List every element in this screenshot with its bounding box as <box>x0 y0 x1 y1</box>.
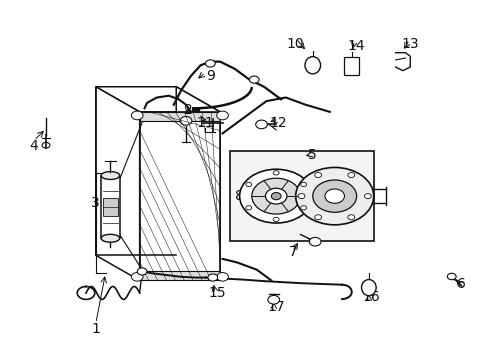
Circle shape <box>309 237 321 246</box>
Text: 2: 2 <box>183 103 192 117</box>
Text: 3: 3 <box>91 196 100 210</box>
Circle shape <box>205 60 215 67</box>
Circle shape <box>42 142 50 148</box>
Polygon shape <box>96 87 140 280</box>
Bar <box>229 151 373 241</box>
Circle shape <box>216 111 228 120</box>
Text: 4: 4 <box>29 139 38 153</box>
Circle shape <box>295 167 373 225</box>
Bar <box>344 57 358 75</box>
Polygon shape <box>140 271 220 280</box>
Circle shape <box>245 206 251 210</box>
Text: 1: 1 <box>91 322 100 336</box>
Circle shape <box>251 178 300 214</box>
Text: 11: 11 <box>196 116 214 130</box>
Circle shape <box>239 169 312 223</box>
Circle shape <box>273 217 279 222</box>
Ellipse shape <box>305 57 320 74</box>
Circle shape <box>347 172 354 177</box>
Text: 15: 15 <box>208 286 226 300</box>
Circle shape <box>312 180 356 212</box>
Ellipse shape <box>101 172 120 180</box>
Circle shape <box>207 274 217 281</box>
Circle shape <box>447 273 455 280</box>
Bar <box>102 198 118 216</box>
Polygon shape <box>176 87 220 280</box>
Circle shape <box>300 206 306 210</box>
Circle shape <box>267 296 279 304</box>
Circle shape <box>255 120 267 129</box>
Ellipse shape <box>101 234 120 242</box>
Circle shape <box>265 188 286 204</box>
Polygon shape <box>96 87 220 112</box>
Text: 8: 8 <box>235 189 244 203</box>
Circle shape <box>131 111 143 120</box>
Text: 10: 10 <box>286 37 304 51</box>
Polygon shape <box>140 112 220 121</box>
Circle shape <box>300 182 306 186</box>
Circle shape <box>180 117 191 125</box>
Circle shape <box>249 76 259 83</box>
Text: 12: 12 <box>269 116 287 130</box>
Text: 14: 14 <box>347 39 365 53</box>
Polygon shape <box>140 112 220 280</box>
Text: 13: 13 <box>401 37 418 51</box>
Text: 17: 17 <box>267 300 285 314</box>
Circle shape <box>245 182 251 186</box>
Circle shape <box>325 189 344 203</box>
Bar <box>101 176 120 238</box>
Circle shape <box>273 171 279 175</box>
Text: 5: 5 <box>308 148 317 162</box>
Text: 6: 6 <box>456 277 465 291</box>
Circle shape <box>364 194 370 199</box>
Circle shape <box>314 172 321 177</box>
Circle shape <box>131 273 143 281</box>
Circle shape <box>314 215 321 220</box>
Text: 7: 7 <box>288 245 297 259</box>
Text: 16: 16 <box>362 289 379 303</box>
Text: 9: 9 <box>205 69 214 83</box>
Ellipse shape <box>361 279 375 296</box>
Circle shape <box>347 215 354 220</box>
Circle shape <box>271 193 281 200</box>
Circle shape <box>216 273 228 281</box>
Circle shape <box>137 268 147 275</box>
Circle shape <box>298 194 305 199</box>
